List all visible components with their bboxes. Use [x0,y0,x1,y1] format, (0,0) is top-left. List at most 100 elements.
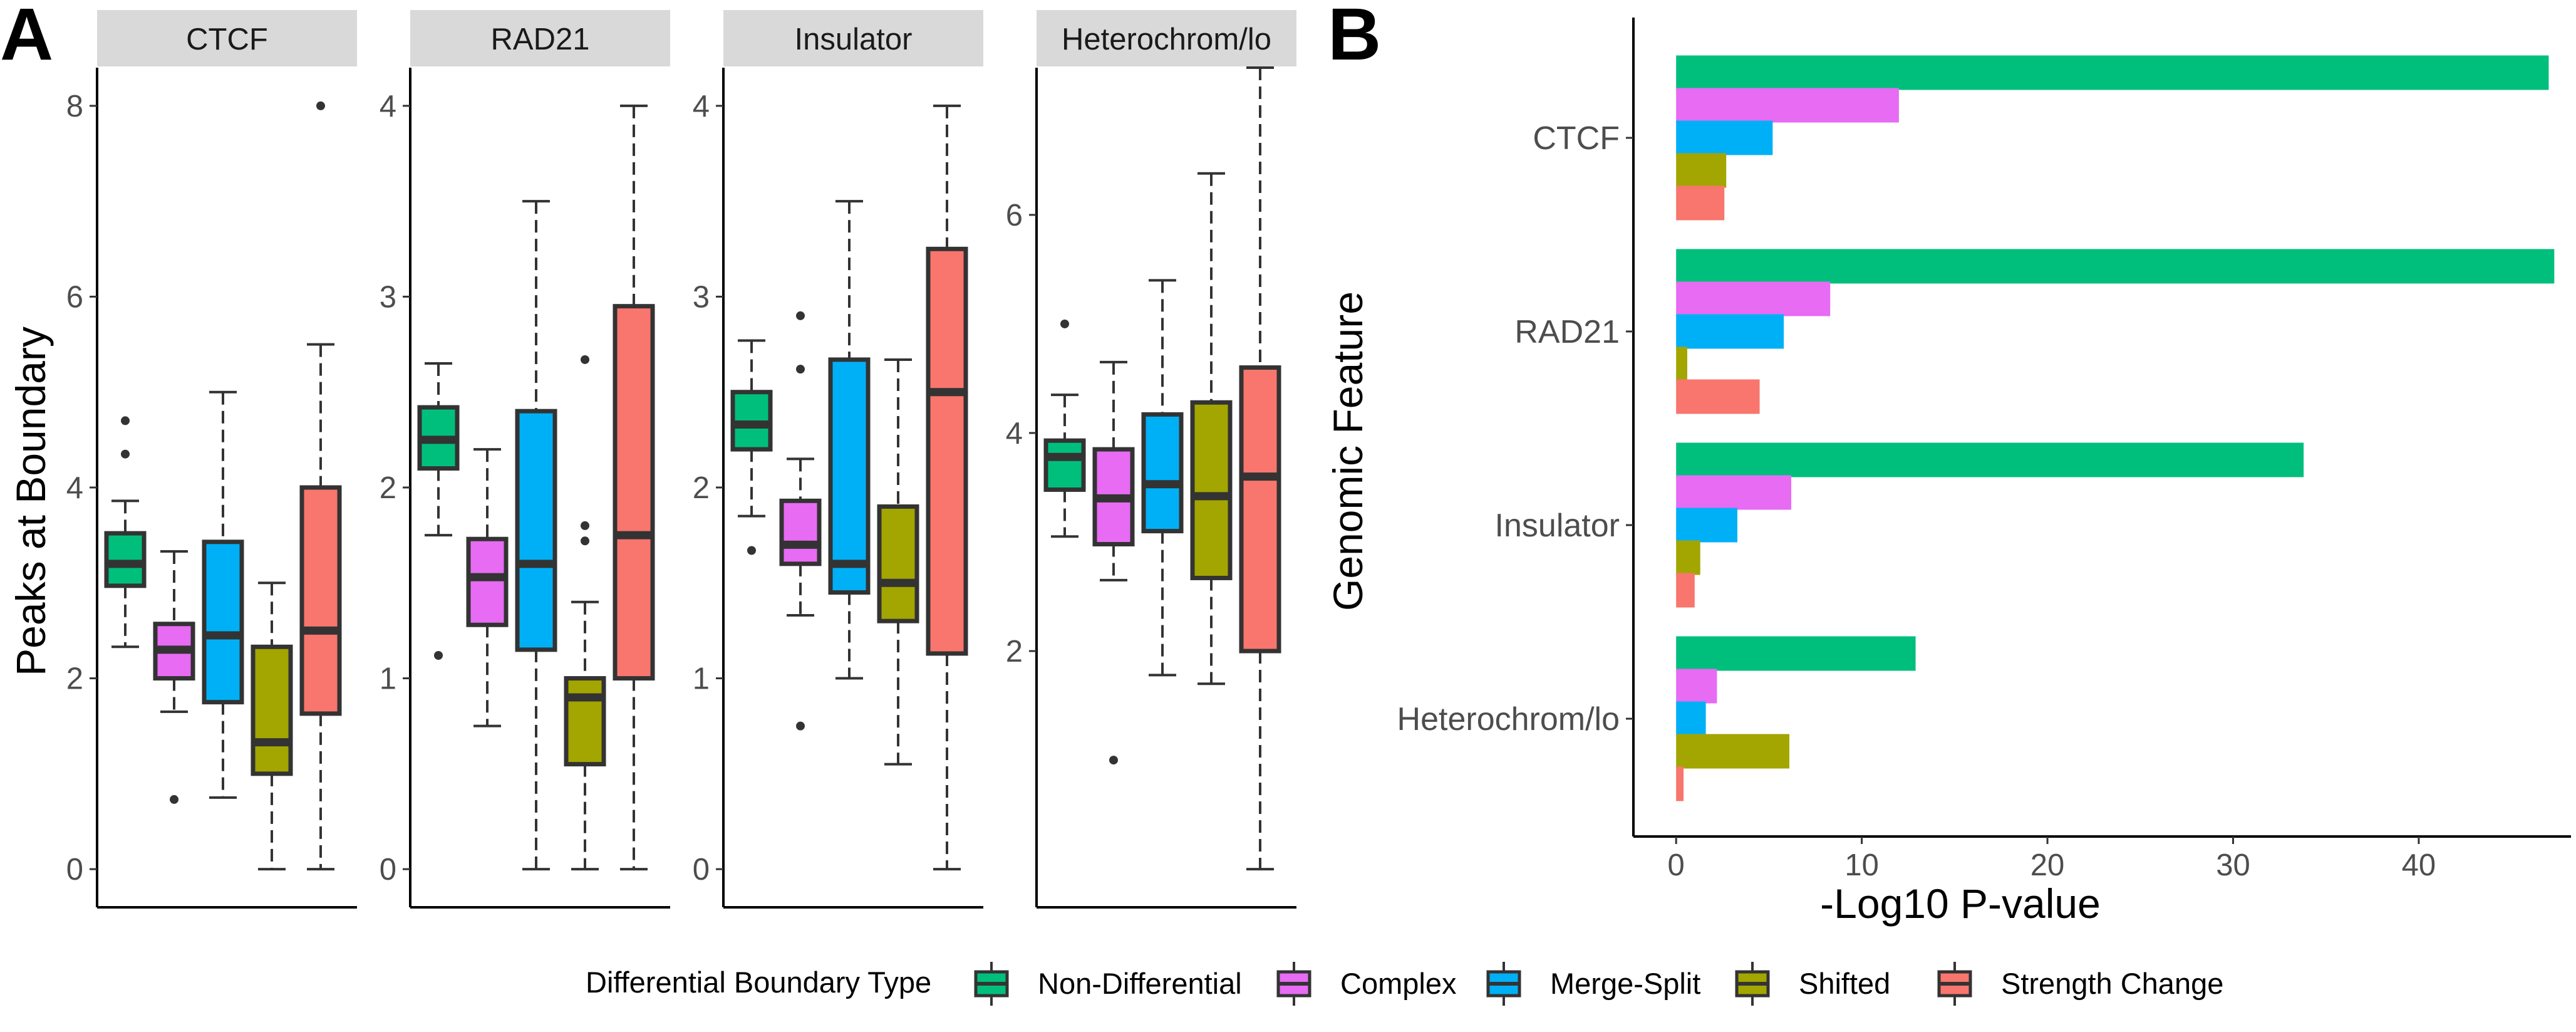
box-body [1043,438,1086,492]
y-tick-label: 1 [380,662,396,696]
bar-complex [1676,475,1791,510]
outlier-point [1109,756,1118,765]
legend-item-label: Strength Change [2001,967,2223,1000]
legend-item-non-differential: Non-Differential [974,962,1242,1006]
bar-non-differential [1676,249,2555,284]
bar-strength-change [1676,379,1760,414]
outlier-point [796,721,805,731]
box-strength-change [1239,66,1281,871]
facet-title: CTCF [186,23,268,56]
outlier-point [316,101,325,110]
outlier-point [796,365,805,374]
y-tick-label: 3 [693,280,710,314]
box-merge-split [515,200,557,871]
box-merge-split [202,390,244,799]
box-body [828,357,871,595]
category-label: CTCF [1533,120,1620,157]
box-body [104,531,147,588]
outlier-point [170,795,178,804]
x-tick-label: 10 [1844,848,1879,882]
facet-strip [410,10,670,66]
y-tick-label: 6 [1006,199,1023,232]
legend-item-complex: Complex [1276,962,1456,1006]
facet-1: RAD21 0 1 2 3 4 [380,10,670,909]
category-label: Heterochrom/lo [1397,701,1620,738]
box-shifted [1190,172,1233,685]
bar-non-differential [1676,55,2549,90]
box-body [1239,365,1281,654]
bar-complex [1676,669,1717,704]
outlier-point [581,521,589,530]
facet-title: Heterochrom/lo [1062,23,1271,56]
y-tick-label: 0 [380,853,396,887]
outlier-point [796,311,805,320]
legend-item-label: Complex [1340,967,1456,1000]
y-tick-label: 4 [693,90,710,123]
y-tick-label: 4 [66,471,83,505]
facet-title: RAD21 [491,23,590,56]
facet-strip [723,10,983,66]
facet-strip [97,10,357,66]
box-non-differential [417,362,460,660]
box-body [1141,412,1184,534]
box-strength-change [299,101,342,871]
bar-strength-change [1676,766,1684,801]
x-tick-label: 40 [2402,848,2436,882]
y-tick-label: 2 [66,662,83,696]
legend-item-strength-change: Strength Change [1937,962,2223,1006]
panel-a-y-axis-label: Peaks at Boundary [8,326,54,676]
box-shifted [564,355,606,871]
panel-label-a: A [0,0,53,76]
box-complex [1092,360,1135,765]
legend-title: Differential Boundary Type [586,966,931,999]
box-body [466,536,509,627]
facet-3: Heterochrom/lo 2 4 6 [1006,10,1296,909]
category-label: RAD21 [1514,314,1620,350]
y-tick-label: 8 [66,90,83,123]
panel-label-b: B [1328,0,1381,76]
outlier-point [581,355,589,364]
panel-b-y-axis-label: Genomic Feature [1325,291,1371,611]
outlier-point [434,651,443,660]
box-shifted [251,581,293,871]
panel-b-x-axis-label: -Log10 P-value [1820,880,2101,927]
y-tick-label: 0 [693,853,710,887]
y-tick-label: 4 [380,90,396,123]
y-tick-label: 0 [66,853,83,887]
y-tick-label: 4 [1006,417,1023,451]
y-tick-label: 2 [693,471,710,505]
bar-merge-split [1676,701,1706,736]
box-body [1190,400,1233,580]
bar-merge-split [1676,120,1773,155]
bar-strength-change [1676,185,1725,221]
facet-title: Insulator [795,23,913,56]
bar-strength-change [1676,573,1695,608]
legend-item-label: Shifted [1799,967,1890,1000]
y-tick-label: 2 [1006,635,1023,669]
bar-non-differential [1676,442,2304,477]
legend-item-label: Merge-Split [1550,967,1700,1000]
box-body [613,304,655,681]
box-strength-change [613,104,655,871]
x-tick-label: 30 [2216,848,2250,882]
legend-item-shifted: Shifted [1735,962,1890,1006]
box-complex [779,311,822,731]
facet-0: CTCF 0 2 4 6 8 [66,10,357,909]
box-strength-change [926,104,968,871]
legend-item-label: Non-Differential [1038,967,1242,1000]
outlier-point [121,416,130,425]
box-merge-split [1141,279,1184,677]
box-body [515,409,557,652]
outlier-point [747,546,756,555]
facet-strip [1037,10,1296,66]
x-tick-label: 20 [2030,848,2065,882]
bar-shifted [1676,153,1727,188]
bar-complex [1676,281,1831,316]
box-body [564,676,606,767]
box-shifted [877,358,919,766]
facet-2: Insulator 0 1 2 3 4 [693,10,983,909]
box-body [299,485,342,716]
box-non-differential [104,416,147,649]
box-complex [466,448,509,727]
